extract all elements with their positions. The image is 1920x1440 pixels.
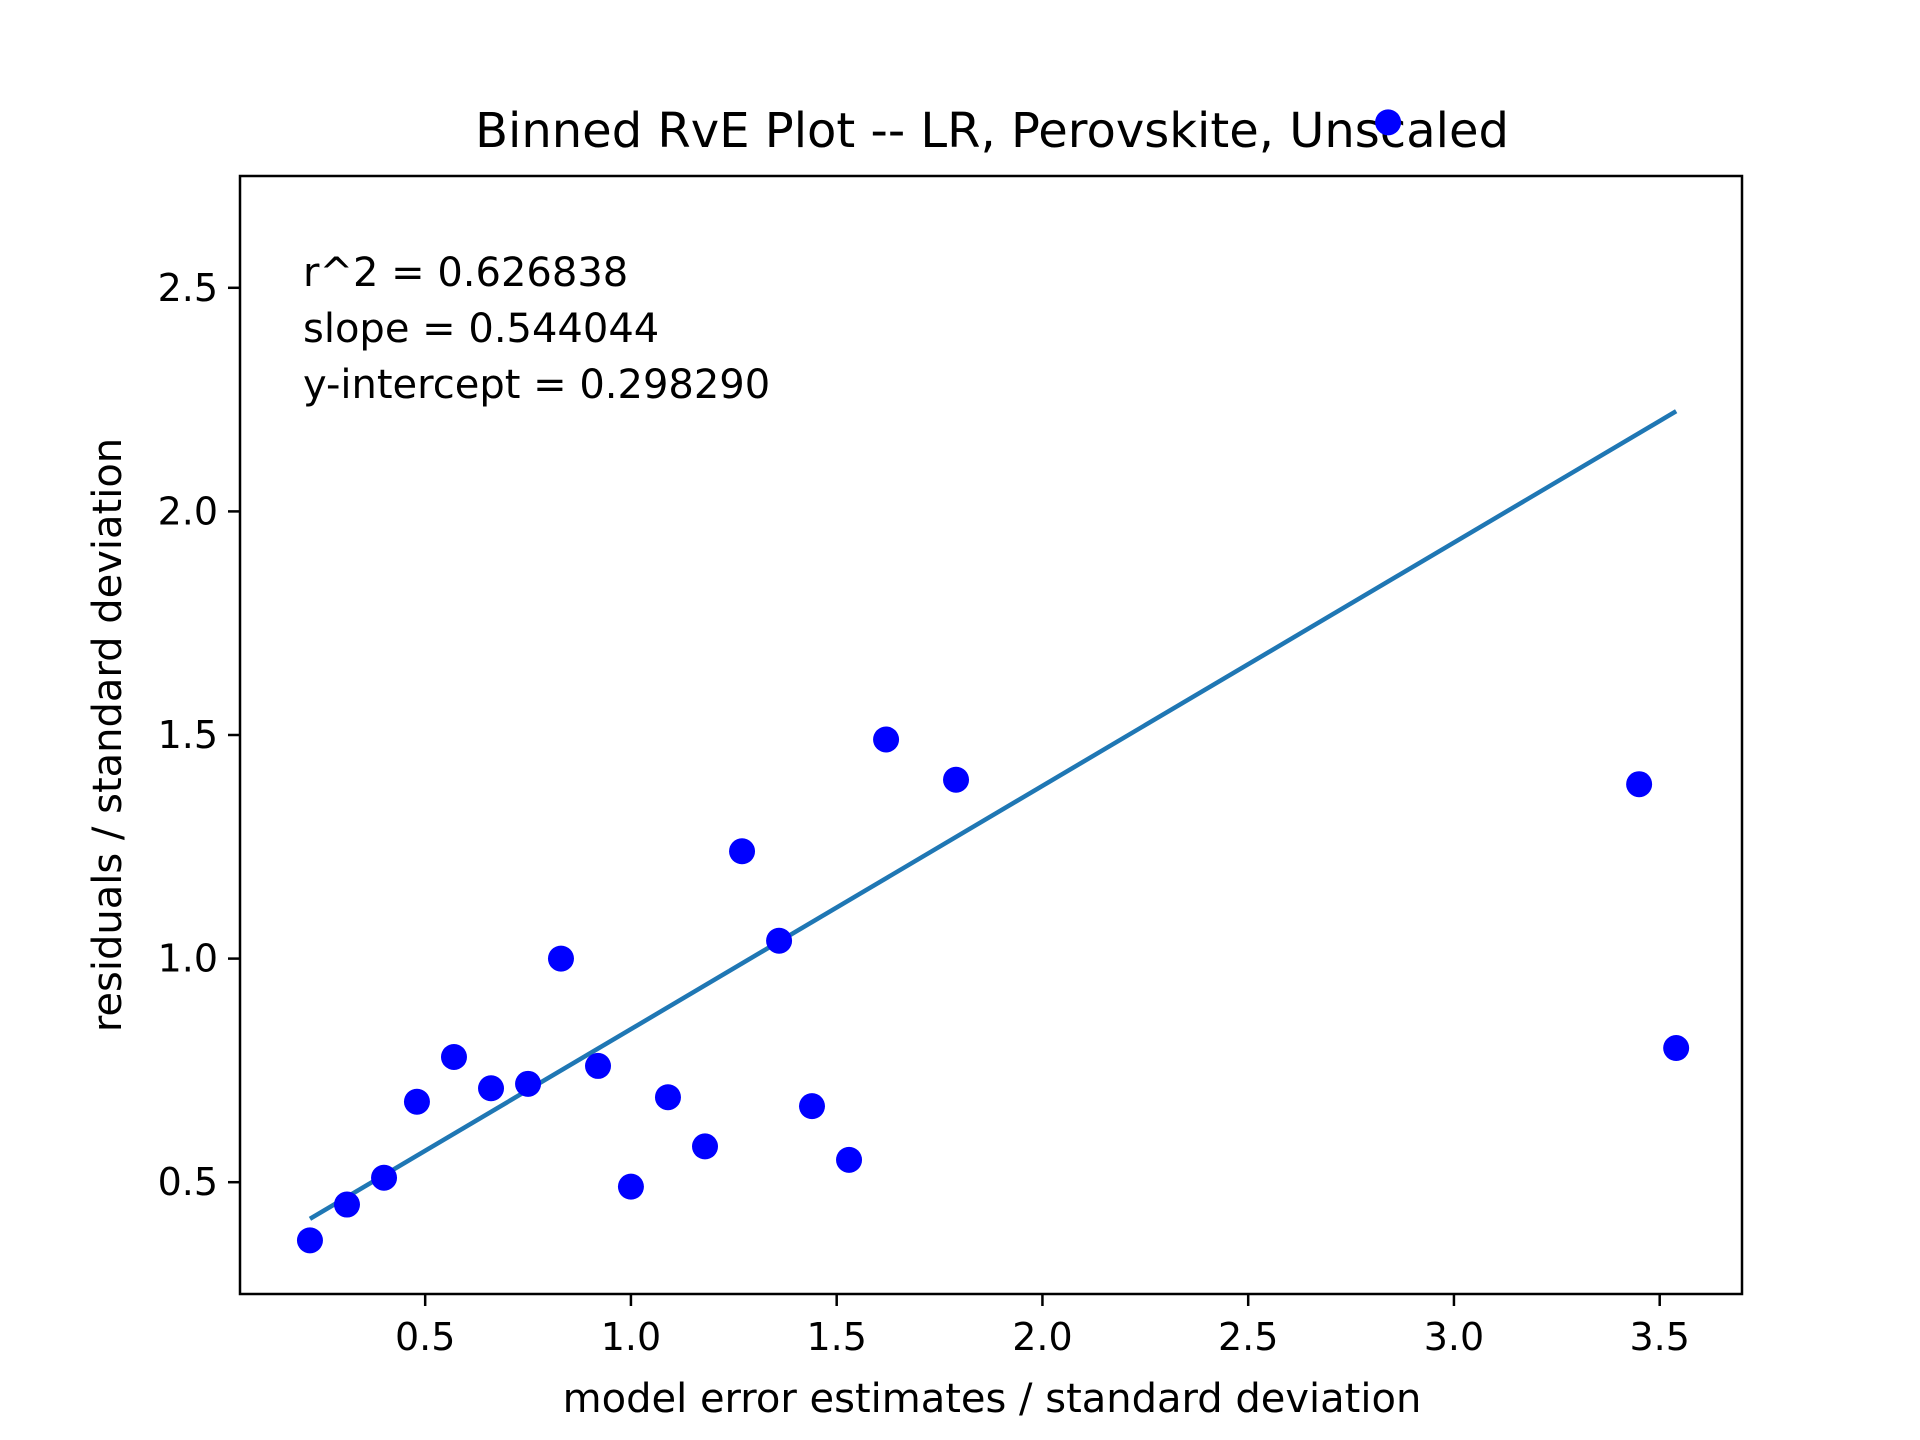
- x-tick-label: 3.5: [1629, 1315, 1689, 1359]
- x-axis-ticks: 0.5 1.0 1.5 2.0 2.5 3.0 3.5: [395, 1294, 1690, 1359]
- x-tick-label: 1.5: [806, 1315, 866, 1359]
- data-point-12: [692, 1133, 719, 1160]
- plot-area: [238, 109, 1744, 1296]
- data-point-13: [729, 838, 756, 865]
- x-tick-label: 2.0: [1012, 1315, 1072, 1359]
- x-tick-label: 2.5: [1218, 1315, 1278, 1359]
- annotation-r-squared: r^2 = 0.626838: [303, 250, 628, 296]
- x-axis-label: model error estimates / standard deviati…: [563, 1376, 1422, 1422]
- data-point-1: [296, 1227, 323, 1254]
- data-point-4: [403, 1088, 430, 1115]
- data-point-19: [1375, 109, 1402, 136]
- y-tick-label: 0.5: [158, 1160, 218, 1204]
- data-point-6: [478, 1075, 505, 1102]
- data-point-11: [654, 1084, 681, 1111]
- data-points: [296, 109, 1690, 1254]
- y-tick-label: 2.5: [158, 266, 218, 310]
- annotation-slope: slope = 0.544044: [303, 306, 659, 352]
- data-point-18: [943, 766, 970, 793]
- y-axis-ticks: 0.5 1.0 1.5 2.0 2.5: [158, 266, 240, 1204]
- x-tick-label: 3.0: [1424, 1315, 1484, 1359]
- data-point-9: [585, 1052, 612, 1079]
- x-tick-label: 1.0: [601, 1315, 661, 1359]
- annotation-y-intercept: y-intercept = 0.298290: [303, 362, 770, 408]
- data-point-20: [1626, 771, 1653, 798]
- y-axis-label: residuals / standard deviation: [85, 438, 131, 1032]
- data-point-16: [836, 1146, 863, 1173]
- fit-line: [308, 409, 1678, 1221]
- y-tick-label: 1.0: [158, 937, 218, 981]
- chart-title: Binned RvE Plot -- LR, Perovskite, Unsca…: [475, 103, 1509, 159]
- y-tick-label: 2.0: [158, 489, 218, 533]
- fit-annotations: r^2 = 0.626838 slope = 0.544044 y-interc…: [303, 250, 770, 408]
- data-point-17: [873, 726, 900, 753]
- data-point-3: [371, 1164, 398, 1191]
- data-point-14: [766, 927, 793, 954]
- y-tick-label: 1.5: [158, 713, 218, 757]
- x-tick-label: 0.5: [395, 1315, 455, 1359]
- data-point-8: [547, 945, 574, 972]
- data-point-10: [617, 1173, 644, 1200]
- data-point-7: [515, 1070, 542, 1097]
- data-point-15: [798, 1093, 825, 1120]
- data-point-5: [440, 1043, 467, 1070]
- data-point-2: [333, 1191, 360, 1218]
- data-point-21: [1663, 1035, 1690, 1062]
